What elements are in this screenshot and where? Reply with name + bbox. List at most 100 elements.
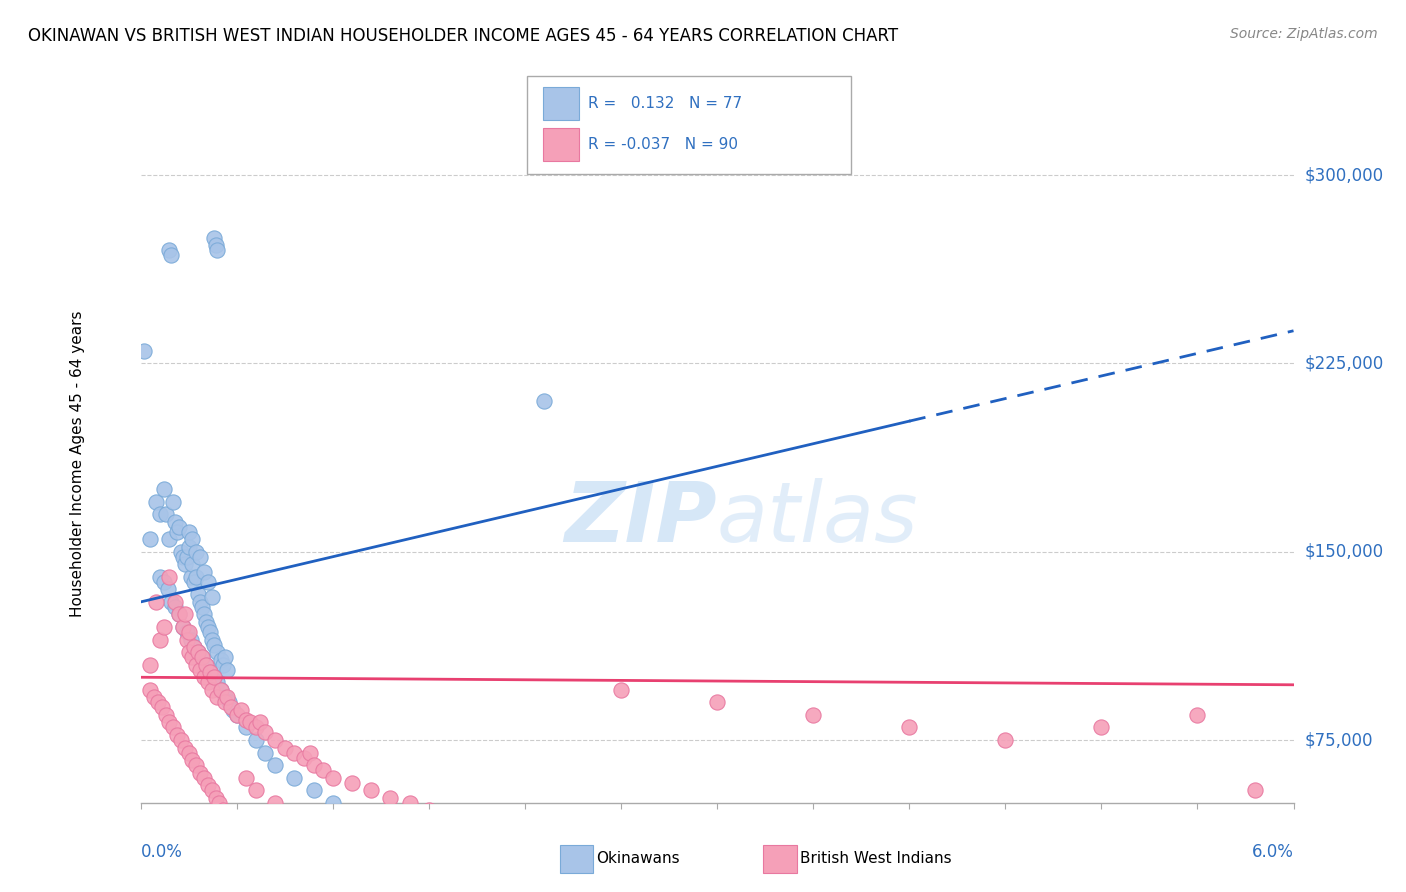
Point — [188, 765, 211, 780]
Point — [1244, 783, 1267, 797]
Text: R =   0.132   N = 77: R = 0.132 N = 77 — [588, 96, 742, 111]
Point — [172, 620, 194, 634]
Point — [302, 783, 325, 797]
Point — [249, 715, 271, 730]
Point — [170, 545, 193, 559]
Point — [302, 758, 325, 772]
Point — [706, 695, 728, 709]
Text: 6.0%: 6.0% — [1251, 844, 1294, 862]
Point — [145, 595, 167, 609]
Point — [202, 670, 225, 684]
Point — [219, 700, 242, 714]
Point — [553, 846, 575, 860]
Point — [149, 507, 172, 521]
Point — [228, 829, 250, 843]
Point — [155, 507, 177, 521]
Point — [188, 663, 211, 677]
Point — [160, 595, 183, 609]
Point — [167, 607, 190, 622]
Point — [172, 549, 194, 564]
Point — [239, 715, 262, 730]
Point — [209, 682, 232, 697]
Point — [495, 829, 517, 843]
Point — [217, 690, 239, 705]
Point — [360, 783, 382, 797]
Point — [437, 808, 460, 822]
Text: Okinawans: Okinawans — [596, 852, 679, 866]
Point — [177, 625, 200, 640]
Point — [188, 549, 211, 564]
Text: British West Indians: British West Indians — [800, 852, 952, 866]
Point — [193, 771, 215, 785]
Point — [214, 650, 236, 665]
Point — [398, 796, 420, 810]
Point — [186, 657, 208, 672]
Point — [139, 532, 162, 546]
Point — [177, 645, 200, 659]
Point — [159, 532, 180, 546]
Point — [167, 607, 190, 622]
Point — [173, 558, 195, 572]
Point — [187, 645, 209, 659]
Point — [173, 607, 195, 622]
Point — [152, 620, 174, 634]
Point — [152, 482, 174, 496]
Point — [209, 682, 232, 697]
Point — [283, 771, 305, 785]
Point — [197, 675, 219, 690]
Point — [312, 763, 335, 777]
Point — [217, 663, 239, 677]
Point — [219, 816, 242, 830]
Text: $225,000: $225,000 — [1305, 354, 1385, 372]
Point — [274, 740, 297, 755]
Point — [146, 695, 169, 709]
Point — [162, 721, 184, 735]
Point — [214, 690, 236, 705]
Point — [177, 746, 200, 760]
Point — [194, 615, 217, 629]
Point — [193, 607, 215, 622]
Point — [183, 640, 205, 654]
Point — [201, 783, 224, 797]
Point — [235, 713, 257, 727]
Point — [156, 582, 179, 597]
Point — [212, 803, 235, 817]
Point — [418, 803, 440, 817]
Text: 0.0%: 0.0% — [141, 844, 183, 862]
Point — [207, 690, 229, 705]
Point — [197, 620, 219, 634]
Point — [165, 595, 187, 609]
Point — [197, 778, 219, 792]
Point — [186, 545, 208, 559]
Point — [208, 796, 231, 810]
Point — [202, 231, 225, 245]
Point — [187, 587, 209, 601]
Point — [180, 570, 202, 584]
Point — [380, 790, 402, 805]
Point — [194, 657, 217, 672]
Point — [198, 665, 221, 680]
Point — [183, 640, 205, 654]
Point — [150, 700, 173, 714]
Point — [181, 558, 204, 572]
Point — [201, 590, 224, 604]
Point — [217, 808, 239, 822]
Point — [245, 783, 267, 797]
Text: Householder Income Ages 45 - 64 years: Householder Income Ages 45 - 64 years — [70, 310, 84, 617]
Point — [456, 816, 478, 830]
Point — [155, 707, 177, 722]
Point — [162, 494, 184, 508]
Point — [207, 675, 229, 690]
Point — [264, 733, 287, 747]
Point — [181, 532, 204, 546]
Point — [194, 657, 217, 672]
Point — [224, 821, 246, 835]
Point — [475, 821, 498, 835]
Point — [340, 775, 363, 789]
Point — [202, 670, 225, 684]
Point — [167, 519, 190, 533]
Point — [1090, 721, 1112, 735]
Point — [173, 740, 195, 755]
Point — [292, 750, 315, 764]
Point — [152, 574, 174, 589]
